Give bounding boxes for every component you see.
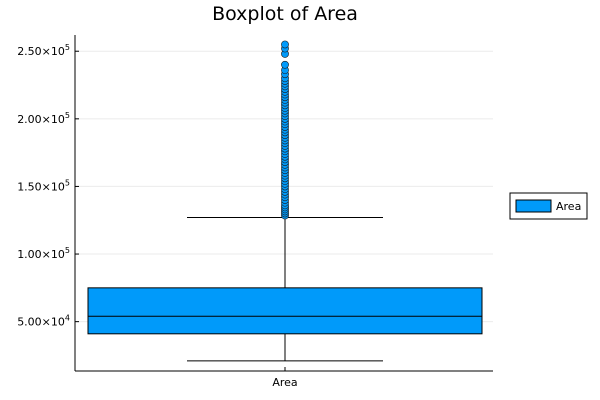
y-tick-label: 1.50×105	[17, 178, 70, 193]
legend-label: Area	[556, 200, 581, 213]
plot-area	[87, 40, 483, 362]
legend: Area	[509, 192, 588, 220]
x-axis-ticks: Area	[272, 367, 298, 389]
box-iqr	[87, 287, 483, 335]
axes	[74, 35, 493, 372]
outlier-point	[281, 60, 289, 69]
y-axis-ticks: 5.00×104 1.00×105 1.50×105 2.00×105 2.50×105	[17, 43, 79, 329]
legend-swatch	[515, 199, 552, 213]
y-tick-label: 1.00×105	[17, 246, 70, 261]
outlier-point	[281, 40, 289, 49]
y-tick-label: 2.00×105	[17, 111, 70, 126]
y-tick-label: 2.50×105	[17, 43, 70, 58]
x-tick-label: Area	[272, 376, 297, 389]
y-tick-label: 5.00×104	[17, 314, 70, 329]
chart-title: Boxplot of Area	[212, 3, 358, 25]
